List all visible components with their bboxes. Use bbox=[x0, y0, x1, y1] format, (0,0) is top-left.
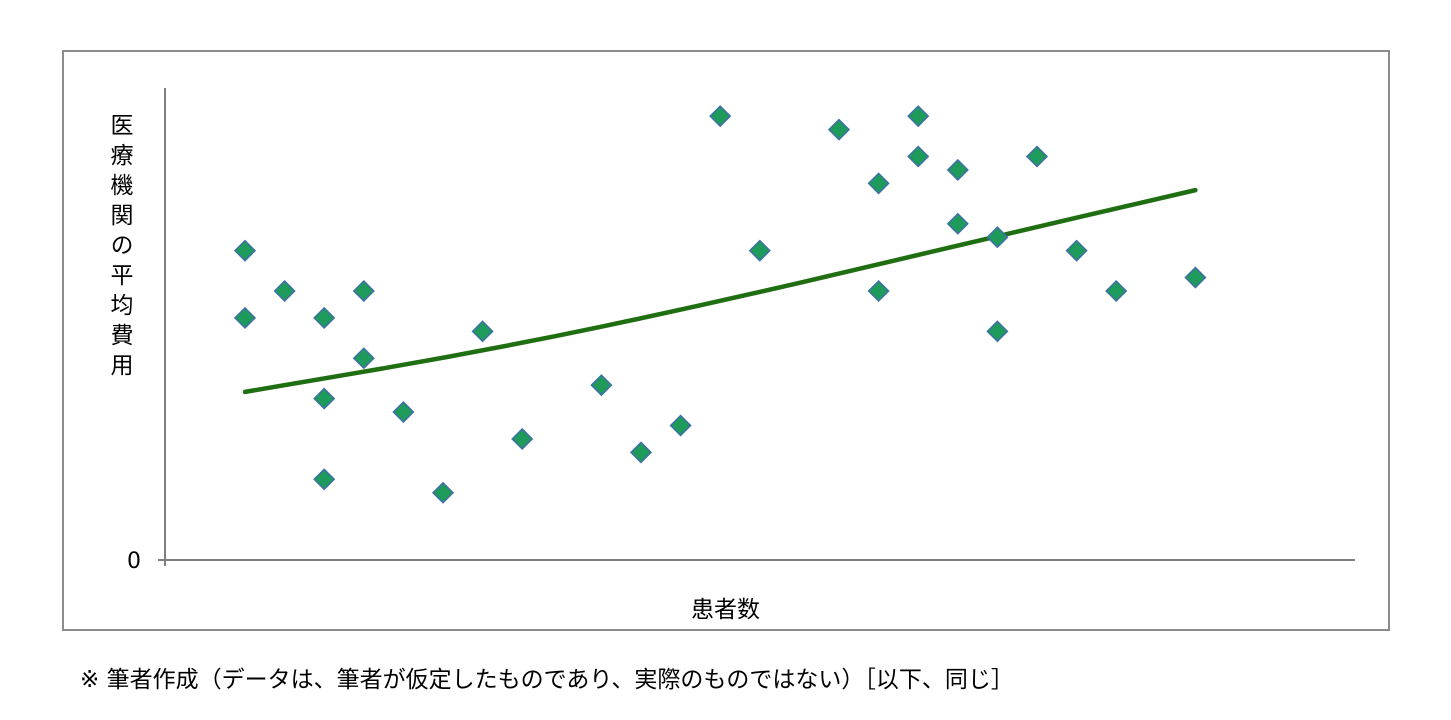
data-point bbox=[669, 414, 692, 437]
data-point bbox=[431, 481, 455, 504]
data-point bbox=[748, 239, 771, 262]
data-point bbox=[629, 441, 653, 464]
data-point bbox=[867, 172, 890, 195]
footnote: ※ 筆者作成（データは、筆者が仮定したものであり、実際のものではない）［以下、同… bbox=[80, 667, 1014, 693]
data-point bbox=[313, 306, 336, 329]
data-points bbox=[233, 105, 1207, 504]
data-point bbox=[1184, 266, 1207, 289]
data-point bbox=[827, 118, 851, 141]
data-point bbox=[352, 347, 375, 370]
data-point bbox=[1105, 279, 1128, 303]
data-point bbox=[1065, 239, 1088, 262]
data-point bbox=[590, 374, 613, 397]
data-point bbox=[313, 387, 336, 410]
data-point bbox=[986, 226, 1009, 249]
data-point bbox=[233, 306, 257, 329]
data-point bbox=[233, 239, 257, 262]
data-point bbox=[352, 279, 375, 303]
data-point bbox=[471, 320, 494, 343]
x-axis-label: 患者数 bbox=[691, 597, 760, 623]
axes bbox=[158, 88, 1355, 566]
data-point bbox=[946, 158, 969, 182]
trendline bbox=[242, 187, 1198, 395]
data-point bbox=[946, 212, 969, 235]
data-point bbox=[709, 105, 732, 128]
chart-frame bbox=[62, 50, 1390, 631]
y-tick-label-0: 0 bbox=[127, 549, 141, 574]
data-point bbox=[1025, 145, 1049, 168]
y-axis-label: 医療機関の平均費用 bbox=[106, 113, 132, 383]
data-point bbox=[907, 105, 930, 128]
data-point bbox=[907, 145, 930, 168]
data-point bbox=[511, 427, 534, 451]
data-point bbox=[392, 400, 415, 424]
data-point bbox=[867, 279, 890, 303]
data-point bbox=[313, 468, 336, 491]
data-point bbox=[273, 279, 296, 303]
data-point bbox=[986, 320, 1009, 343]
